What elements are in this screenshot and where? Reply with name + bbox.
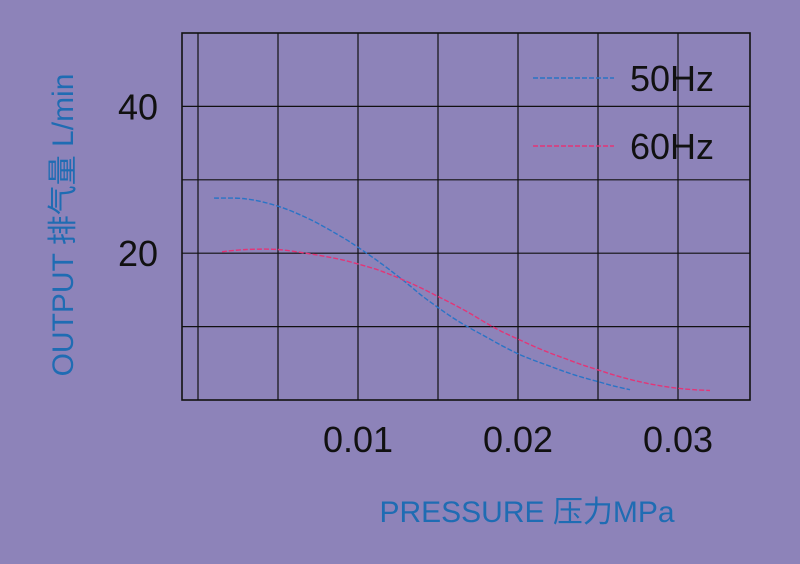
x-tick-label-0: 0.01 — [323, 419, 393, 460]
gridlines — [182, 33, 750, 400]
series-line-60hz — [221, 248, 711, 392]
y-tick-label-0: 20 — [118, 233, 158, 274]
series-line-50hz — [213, 197, 631, 391]
legend: 50Hz 60Hz — [533, 58, 714, 167]
tick-labels: 0.01 0.02 0.03 20 40 — [118, 86, 713, 460]
plot-frame — [181, 32, 751, 401]
x-tick-label-1: 0.02 — [483, 419, 553, 460]
legend-label-60hz: 60Hz — [630, 126, 714, 167]
x-axis-title: PRESSURE 压力MPa — [379, 496, 674, 529]
legend-label-50hz: 50Hz — [630, 58, 714, 99]
x-tick-label-2: 0.03 — [643, 419, 713, 460]
series-lines — [213, 197, 711, 392]
y-tick-label-1: 40 — [118, 86, 158, 127]
y-axis-title: OUTPUT 排气量 L/min — [47, 74, 80, 377]
